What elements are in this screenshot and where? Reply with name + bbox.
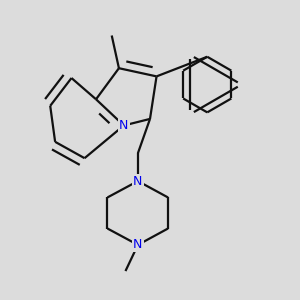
Text: N: N bbox=[133, 238, 142, 251]
Text: N: N bbox=[133, 175, 142, 188]
Text: N: N bbox=[119, 119, 128, 132]
